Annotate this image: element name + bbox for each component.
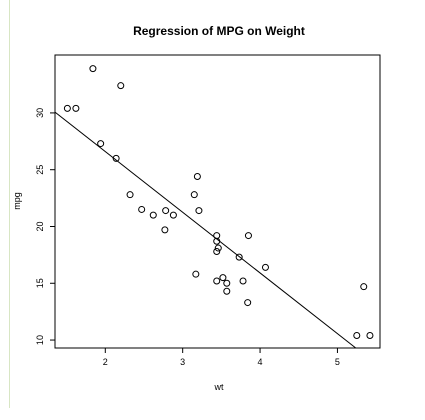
y-tick-label: 30 xyxy=(35,108,45,118)
x-tick-label: 3 xyxy=(180,357,185,367)
data-point xyxy=(63,104,71,112)
x-tick-label: 5 xyxy=(335,357,340,367)
data-point xyxy=(261,263,269,271)
x-tick-label: 2 xyxy=(103,357,108,367)
left-margin-rule xyxy=(9,0,10,408)
data-point xyxy=(126,191,134,199)
data-point xyxy=(89,65,97,73)
data-points xyxy=(63,65,374,340)
data-point xyxy=(112,154,120,162)
data-point xyxy=(223,279,231,287)
y-axis: 10 15 20 25 30 xyxy=(35,108,56,345)
regression-line xyxy=(54,111,357,349)
x-axis-label: wt xyxy=(214,382,224,392)
data-point xyxy=(213,247,221,255)
data-point xyxy=(190,191,198,199)
data-point xyxy=(97,140,105,148)
y-tick-label: 25 xyxy=(35,165,45,175)
data-point xyxy=(193,173,201,181)
data-point xyxy=(161,226,169,234)
data-point xyxy=(169,211,177,219)
data-point xyxy=(72,104,80,112)
data-point xyxy=(214,244,222,252)
data-point xyxy=(219,274,227,282)
data-point xyxy=(244,232,252,240)
data-point xyxy=(235,253,243,261)
data-point xyxy=(149,211,157,219)
data-point xyxy=(360,283,368,291)
y-tick-label: 20 xyxy=(35,221,45,231)
y-axis-label: mpg xyxy=(12,192,22,210)
data-point xyxy=(195,207,203,215)
plot-frame xyxy=(54,54,381,349)
chart-title: Regression of MPG on Weight xyxy=(133,24,305,38)
x-axis: 2 3 4 5 xyxy=(103,347,340,367)
data-point xyxy=(213,277,221,285)
y-tick-label: 15 xyxy=(35,278,45,288)
data-point xyxy=(223,287,231,295)
data-point xyxy=(353,332,361,340)
x-tick-label: 4 xyxy=(258,357,263,367)
data-point xyxy=(117,82,125,90)
data-point xyxy=(239,277,247,285)
y-tick-label: 10 xyxy=(35,335,45,345)
regression-line-group xyxy=(54,111,357,349)
data-point xyxy=(162,207,170,215)
data-point xyxy=(138,205,146,213)
data-point xyxy=(192,270,200,278)
data-point xyxy=(366,332,374,340)
data-point xyxy=(244,299,252,307)
